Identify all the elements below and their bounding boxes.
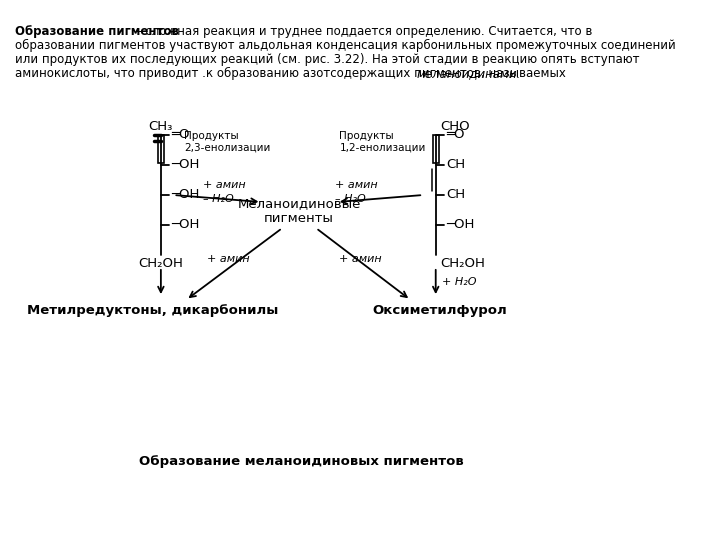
Text: CHO: CHO — [440, 120, 469, 133]
Text: CH₂OH: CH₂OH — [440, 257, 485, 270]
Text: Оксиметилфурол: Оксиметилфурол — [372, 304, 508, 317]
Text: 1,2-енолизации: 1,2-енолизации — [339, 143, 426, 153]
Text: Образование пигментов: Образование пигментов — [15, 25, 179, 38]
Text: аминокислоты, что приводит .к образованию азотсодержащих пигментов, называемых: аминокислоты, что приводит .к образовани… — [15, 67, 570, 80]
Text: + амин: + амин — [203, 180, 246, 190]
Text: + H₂O: + H₂O — [442, 277, 477, 287]
Text: образовании пигментов участвуют альдольная конденсация карбонильных промежуточны: образовании пигментов участвуют альдольн… — [15, 39, 676, 52]
Bar — [158, 135, 164, 163]
Text: – сложная реакция и труднее поддается определению. Считается, что в: – сложная реакция и труднее поддается оп… — [132, 25, 593, 38]
Text: ═O: ═O — [171, 129, 189, 141]
Text: Продукты: Продукты — [184, 131, 239, 141]
Text: Продукты: Продукты — [339, 131, 394, 141]
Text: ─OH: ─OH — [171, 159, 199, 172]
Text: Метилредуктоны, дикарбонилы: Метилредуктоны, дикарбонилы — [27, 304, 278, 317]
Text: или продуктов их последующих реакций (см. рис. 3.22). На этой стадии в реакцию о: или продуктов их последующих реакций (см… — [15, 53, 639, 66]
Text: 2,3-енолизации: 2,3-енолизации — [184, 143, 271, 153]
Text: ─OH: ─OH — [446, 219, 474, 232]
Text: + амин: + амин — [336, 180, 378, 190]
Text: ═O: ═O — [446, 129, 464, 141]
Text: CH: CH — [446, 188, 465, 201]
Text: CH₂OH: CH₂OH — [138, 257, 184, 270]
Text: – H₂O: – H₂O — [203, 194, 233, 204]
Bar — [433, 135, 439, 163]
Text: ─OH: ─OH — [171, 219, 199, 232]
Text: пигменты: пигменты — [264, 213, 334, 226]
Text: + амин: + амин — [339, 254, 382, 264]
Text: ─OH: ─OH — [171, 188, 199, 201]
Text: Образование меланоидиновых пигментов: Образование меланоидиновых пигментов — [139, 456, 464, 469]
Text: CH: CH — [446, 159, 465, 172]
Text: – H₂O: – H₂O — [336, 194, 366, 204]
Text: Меланоидиновые: Меланоидиновые — [238, 198, 361, 211]
Text: меланоидинами.: меланоидинами. — [416, 67, 521, 80]
Text: CH₃: CH₃ — [149, 120, 173, 133]
Text: + амин: + амин — [207, 254, 249, 264]
